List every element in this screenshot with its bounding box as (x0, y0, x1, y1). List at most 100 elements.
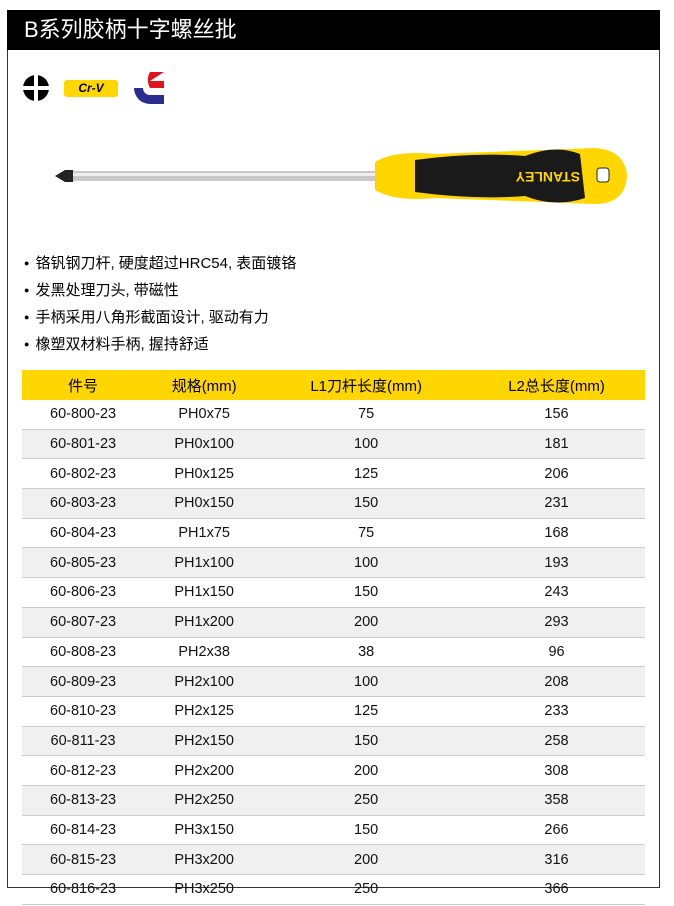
table-row: 60-807-23 PH1x200 200 293 (22, 607, 645, 638)
feature-item: 发黑处理刀头, 带磁性 (24, 277, 296, 304)
feature-list: 铬钒钢刀杆, 硬度超过HRC54, 表面镀铬 发黑处理刀头, 带磁性 手柄采用八… (24, 250, 296, 358)
table-cell: 60-812-23 (22, 755, 145, 786)
table-cell: 193 (468, 547, 645, 579)
table-cell: 243 (468, 577, 645, 608)
table-cell: 308 (468, 755, 645, 786)
table-cell: 60-816-23 (22, 874, 145, 905)
col-header-spec: 规格(mm) (144, 370, 265, 400)
table-cell: PH2x200 (144, 755, 265, 786)
table-cell: 60-803-23 (22, 488, 145, 519)
table-cell: PH1x200 (144, 607, 265, 638)
table-cell: 358 (468, 785, 645, 816)
table-row: 60-815-23 PH3x200 200 316 (22, 844, 645, 875)
table-cell: 181 (468, 429, 645, 460)
table-cell: 150 (264, 815, 469, 846)
table-cell: 266 (468, 815, 645, 846)
table-cell: 200 (264, 607, 469, 638)
table-row: 60-813-23 PH2x250 250 358 (22, 785, 645, 816)
table-cell: 75 (264, 518, 469, 549)
table-row: 60-806-23 PH1x150 150 243 (22, 577, 645, 608)
table-row: 60-816-23 PH3x250 250 366 (22, 874, 645, 905)
table-cell: 60-813-23 (22, 785, 145, 816)
table-row: 60-814-23 PH3x150 150 266 (22, 815, 645, 846)
col-header-l2: L2总长度(mm) (468, 370, 645, 400)
col-header-l1: L1刀杆长度(mm) (264, 370, 469, 400)
table-row: 60-810-23 PH2x125 125 233 (22, 696, 645, 727)
feature-icons: Cr-V (22, 70, 172, 106)
phillips-tip-icon (22, 74, 50, 102)
crv-badge: Cr-V (64, 79, 118, 97)
table-cell: 150 (264, 488, 469, 519)
table-cell: 96 (468, 637, 645, 668)
table-cell: 250 (264, 785, 469, 816)
table-cell: PH3x200 (144, 844, 265, 875)
table-cell: PH1x150 (144, 577, 265, 608)
table-row: 60-805-23 PH1x100 100 193 (22, 547, 645, 579)
table-cell: PH0x100 (144, 429, 265, 460)
table-row: 60-804-23 PH1x75 75 168 (22, 518, 645, 549)
table-cell: 60-810-23 (22, 696, 145, 727)
table-cell: 100 (264, 666, 469, 697)
feature-item: 橡塑双材料手柄, 握持舒适 (24, 331, 296, 358)
table-cell: 231 (468, 488, 645, 519)
table-cell: 38 (264, 637, 469, 668)
table-cell: 250 (264, 874, 469, 905)
table-cell: 366 (468, 874, 645, 905)
page-title: B系列胶柄十字螺丝批 (7, 10, 660, 50)
table-cell: 150 (264, 577, 469, 608)
table-cell: 60-804-23 (22, 518, 145, 549)
table-cell: PH3x150 (144, 815, 265, 846)
table-cell: 60-814-23 (22, 815, 145, 846)
col-header-part-no: 件号 (22, 370, 145, 400)
table-cell: 168 (468, 518, 645, 549)
table-row: 60-811-23 PH2x150 150 258 (22, 726, 645, 757)
table-cell: 60-805-23 (22, 547, 145, 579)
brand-logo: STANLEY (515, 169, 580, 185)
table-cell: 100 (264, 429, 469, 460)
table-cell: 60-802-23 (22, 458, 145, 490)
table-cell: 206 (468, 458, 645, 490)
table-cell: 60-809-23 (22, 666, 145, 697)
table-cell: 156 (468, 400, 645, 430)
table-cell: 200 (264, 755, 469, 786)
table-cell: 200 (264, 844, 469, 875)
table-cell: 60-811-23 (22, 726, 145, 757)
table-cell: PH1x75 (144, 518, 265, 549)
table-cell: 100 (264, 547, 469, 579)
feature-item: 手柄采用八角形截面设计, 驱动有力 (24, 304, 296, 331)
table-cell: 150 (264, 726, 469, 757)
table-cell: 125 (264, 696, 469, 727)
table-cell: PH2x125 (144, 696, 265, 727)
feature-item: 铬钒钢刀杆, 硬度超过HRC54, 表面镀铬 (24, 250, 296, 277)
table-cell: 60-815-23 (22, 844, 145, 875)
table-cell: 60-807-23 (22, 607, 145, 638)
table-cell: 316 (468, 844, 645, 875)
table-cell: 125 (264, 458, 469, 490)
table-cell: 233 (468, 696, 645, 727)
table-row: 60-812-23 PH2x200 200 308 (22, 755, 645, 786)
table-row: 60-809-23 PH2x100 100 208 (22, 666, 645, 697)
screwdriver-image: STANLEY (55, 148, 627, 204)
magnet-icon (134, 72, 164, 104)
table-cell: PH0x150 (144, 488, 265, 519)
table-cell: PH0x125 (144, 458, 265, 490)
table-cell: 293 (468, 607, 645, 638)
table-cell: 208 (468, 666, 645, 697)
spec-table: 件号 规格(mm) L1刀杆长度(mm) L2总长度(mm) 60-800-23… (22, 370, 645, 905)
table-cell: PH2x150 (144, 726, 265, 757)
table-cell: PH2x250 (144, 785, 265, 816)
table-row: 60-802-23 PH0x125 125 206 (22, 458, 645, 490)
table-cell: PH1x100 (144, 547, 265, 579)
table-cell: PH2x100 (144, 666, 265, 697)
table-cell: 258 (468, 726, 645, 757)
table-row: 60-800-23 PH0x75 75 156 (22, 400, 645, 430)
table-cell: PH0x75 (144, 400, 265, 430)
table-cell: 60-801-23 (22, 429, 145, 460)
table-cell: 60-806-23 (22, 577, 145, 608)
table-cell: 60-808-23 (22, 637, 145, 668)
table-cell: PH3x250 (144, 874, 265, 905)
table-cell: PH2x38 (144, 637, 265, 668)
table-row: 60-808-23 PH2x38 38 96 (22, 637, 645, 668)
table-cell: 75 (264, 400, 469, 430)
table-row: 60-801-23 PH0x100 100 181 (22, 429, 645, 460)
